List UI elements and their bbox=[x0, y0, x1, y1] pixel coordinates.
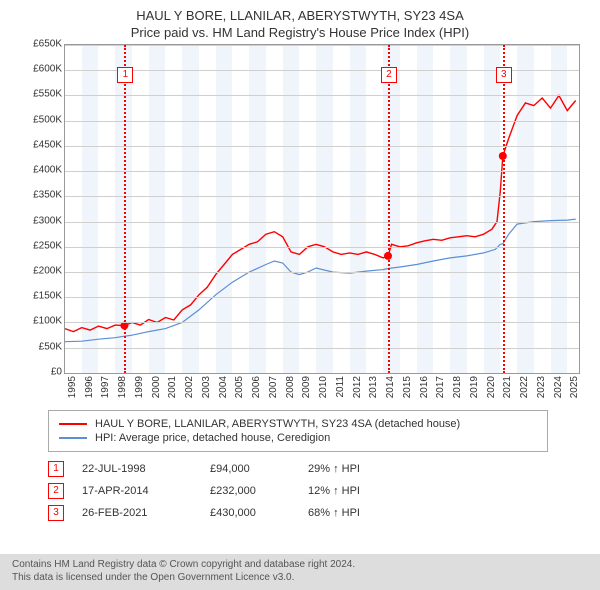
x-tick-label: 2024 bbox=[553, 376, 564, 398]
sale-row: 1 22-JUL-1998 £94,000 29% ↑ HPI bbox=[48, 458, 590, 480]
x-tick-label: 2023 bbox=[536, 376, 547, 398]
sale-date: 17-APR-2014 bbox=[82, 485, 192, 497]
y-tick-label: £350K bbox=[33, 190, 62, 201]
x-tick-label: 2009 bbox=[301, 376, 312, 398]
y-tick-label: £650K bbox=[33, 38, 62, 49]
sales-table: 1 22-JUL-1998 £94,000 29% ↑ HPI 2 17-APR-2014… bbox=[48, 458, 590, 524]
y-tick-label: £150K bbox=[33, 291, 62, 302]
legend-swatch bbox=[59, 437, 87, 439]
x-tick-label: 2007 bbox=[268, 376, 279, 398]
footer-line1: Contains HM Land Registry data © Crown c… bbox=[12, 558, 588, 571]
sale-row-badge: 3 bbox=[48, 505, 64, 521]
legend-label: HAUL Y BORE, LLANILAR, ABERYSTWYTH, SY23… bbox=[95, 418, 460, 430]
x-tick-label: 2017 bbox=[435, 376, 446, 398]
x-tick-label: 2006 bbox=[251, 376, 262, 398]
legend-swatch bbox=[59, 423, 87, 425]
y-tick-label: £0 bbox=[51, 366, 62, 377]
chart-title-line2: Price paid vs. HM Land Registry's House … bbox=[10, 25, 590, 40]
x-tick-label: 2001 bbox=[167, 376, 178, 398]
y-tick-label: £500K bbox=[33, 114, 62, 125]
chart-area: £0 £50K £100K £150K £200K £250K £300K £350K £400… bbox=[20, 44, 580, 404]
sale-marker-badge: 3 bbox=[496, 67, 512, 83]
chart-container: { "title_line1": "HAUL Y BORE, LLANILAR,… bbox=[0, 0, 600, 590]
x-tick-label: 2013 bbox=[368, 376, 379, 398]
legend-item: HPI: Average price, detached house, Cere… bbox=[59, 431, 537, 445]
x-tick-label: 2005 bbox=[234, 376, 245, 398]
x-tick-label: 2010 bbox=[318, 376, 329, 398]
x-tick-label: 2000 bbox=[151, 376, 162, 398]
y-tick-label: £600K bbox=[33, 64, 62, 75]
x-tick-label: 1998 bbox=[117, 376, 128, 398]
x-tick-label: 2002 bbox=[184, 376, 195, 398]
y-tick-label: £400K bbox=[33, 165, 62, 176]
sale-row-badge: 2 bbox=[48, 483, 64, 499]
sale-delta: 68% ↑ HPI bbox=[308, 507, 398, 519]
x-tick-label: 1997 bbox=[100, 376, 111, 398]
footer-attribution: Contains HM Land Registry data © Crown c… bbox=[0, 554, 600, 590]
x-tick-label: 2016 bbox=[419, 376, 430, 398]
x-axis: 1995 1996 1997 1998 1999 2000 2001 2002 2003 2004… bbox=[64, 374, 580, 404]
y-tick-label: £450K bbox=[33, 139, 62, 150]
sale-delta: 29% ↑ HPI bbox=[308, 463, 398, 475]
x-tick-label: 2011 bbox=[335, 376, 346, 398]
sale-reference-line bbox=[388, 45, 390, 373]
series-property bbox=[65, 95, 576, 331]
legend-item: HAUL Y BORE, LLANILAR, ABERYSTWYTH, SY23… bbox=[59, 417, 537, 431]
x-tick-label: 1996 bbox=[84, 376, 95, 398]
y-tick-label: £550K bbox=[33, 89, 62, 100]
sale-price: £430,000 bbox=[210, 507, 290, 519]
y-tick-label: £50K bbox=[39, 341, 62, 352]
x-tick-label: 2012 bbox=[352, 376, 363, 398]
sale-date: 26-FEB-2021 bbox=[82, 507, 192, 519]
legend-label: HPI: Average price, detached house, Cere… bbox=[95, 432, 330, 444]
sale-reference-line bbox=[503, 45, 505, 373]
x-tick-label: 2025 bbox=[569, 376, 580, 398]
y-tick-label: £200K bbox=[33, 265, 62, 276]
y-axis: £0 £50K £100K £150K £200K £250K £300K £350K £400… bbox=[20, 44, 64, 374]
x-tick-label: 2014 bbox=[385, 376, 396, 398]
sale-price: £232,000 bbox=[210, 485, 290, 497]
sale-marker-badge: 2 bbox=[381, 67, 397, 83]
plot-area: 1 2 3 bbox=[64, 44, 580, 374]
x-tick-label: 1995 bbox=[67, 376, 78, 398]
y-tick-label: £100K bbox=[33, 316, 62, 327]
x-tick-label: 2003 bbox=[201, 376, 212, 398]
sale-row: 3 26-FEB-2021 £430,000 68% ↑ HPI bbox=[48, 502, 590, 524]
sale-delta: 12% ↑ HPI bbox=[308, 485, 398, 497]
legend: HAUL Y BORE, LLANILAR, ABERYSTWYTH, SY23… bbox=[48, 410, 548, 452]
sale-date: 22-JUL-1998 bbox=[82, 463, 192, 475]
x-tick-label: 2021 bbox=[502, 376, 513, 398]
x-tick-label: 1999 bbox=[134, 376, 145, 398]
sale-price: £94,000 bbox=[210, 463, 290, 475]
sale-row-badge: 1 bbox=[48, 461, 64, 477]
sale-row: 2 17-APR-2014 £232,000 12% ↑ HPI bbox=[48, 480, 590, 502]
x-tick-label: 2008 bbox=[285, 376, 296, 398]
sale-reference-line bbox=[124, 45, 126, 373]
y-tick-label: £250K bbox=[33, 240, 62, 251]
footer-line2: This data is licensed under the Open Gov… bbox=[12, 571, 588, 584]
y-tick-label: £300K bbox=[33, 215, 62, 226]
x-tick-label: 2018 bbox=[452, 376, 463, 398]
sale-marker-badge: 1 bbox=[117, 67, 133, 83]
x-tick-label: 2020 bbox=[486, 376, 497, 398]
x-tick-label: 2015 bbox=[402, 376, 413, 398]
chart-title-line1: HAUL Y BORE, LLANILAR, ABERYSTWYTH, SY23… bbox=[10, 8, 590, 25]
x-tick-label: 2022 bbox=[519, 376, 530, 398]
x-tick-label: 2019 bbox=[469, 376, 480, 398]
x-tick-label: 2004 bbox=[218, 376, 229, 398]
